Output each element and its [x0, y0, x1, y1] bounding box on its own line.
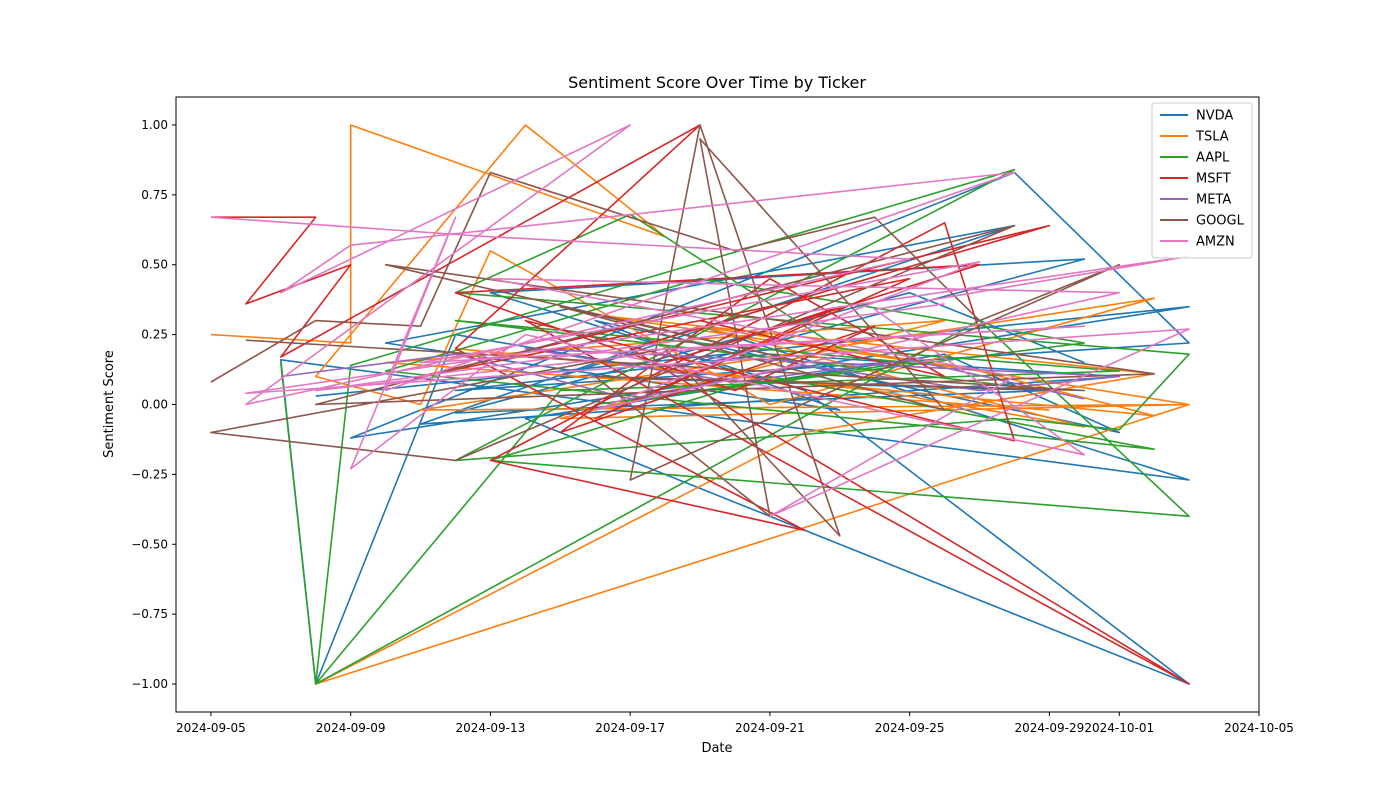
- chart-title: Sentiment Score Over Time by Ticker: [568, 73, 866, 92]
- y-tick-label: 0.25: [141, 328, 168, 342]
- series-line-meta: [280, 347, 1121, 400]
- y-tick-label: −0.25: [131, 467, 168, 481]
- legend: NVDA TSLA AAPL MSFT META GOOGL AMZN: [1151, 102, 1253, 259]
- legend-label-meta: META: [1196, 193, 1231, 208]
- x-tick-label: 2024-09-29: [1015, 721, 1085, 735]
- x-tick-label: 2024-09-05: [176, 721, 246, 735]
- x-axis-label: Date: [701, 741, 732, 756]
- series-line-googl: [210, 124, 1155, 537]
- x-tick-label: 2024-09-21: [735, 721, 805, 735]
- series-layer: [210, 124, 1190, 685]
- y-tick-label: −0.50: [131, 537, 168, 551]
- x-tick-label: 2024-09-09: [316, 721, 386, 735]
- y-tick-label: 0.50: [141, 258, 168, 272]
- y-tick-label: 0.75: [141, 188, 168, 202]
- x-tick-label: 2024-10-05: [1224, 721, 1294, 735]
- legend-label-tsla: TSLA: [1195, 130, 1229, 145]
- legend-label-msft: MSFT: [1196, 172, 1231, 187]
- series-line-aapl: [280, 168, 1190, 685]
- legend-label-nvda: NVDA: [1196, 109, 1233, 124]
- x-tick-label: 2024-09-13: [456, 721, 526, 735]
- legend-label-amzn: AMZN: [1196, 235, 1235, 250]
- y-tick-label: −1.00: [131, 677, 168, 691]
- x-tick-label: 2024-09-17: [595, 721, 665, 735]
- legend-label-aapl: AAPL: [1196, 151, 1230, 166]
- x-tick-label: 2024-10-01: [1084, 721, 1154, 735]
- y-tick-label: −0.75: [131, 607, 168, 621]
- legend-label-googl: GOOGL: [1196, 214, 1245, 229]
- y-tick-label: 0.00: [141, 398, 168, 412]
- y-tick-label: 1.00: [141, 118, 168, 132]
- series-line-amzn: [210, 124, 1190, 518]
- x-tick-label: 2024-09-25: [875, 721, 945, 735]
- y-axis-label: Sentiment Score: [102, 350, 117, 458]
